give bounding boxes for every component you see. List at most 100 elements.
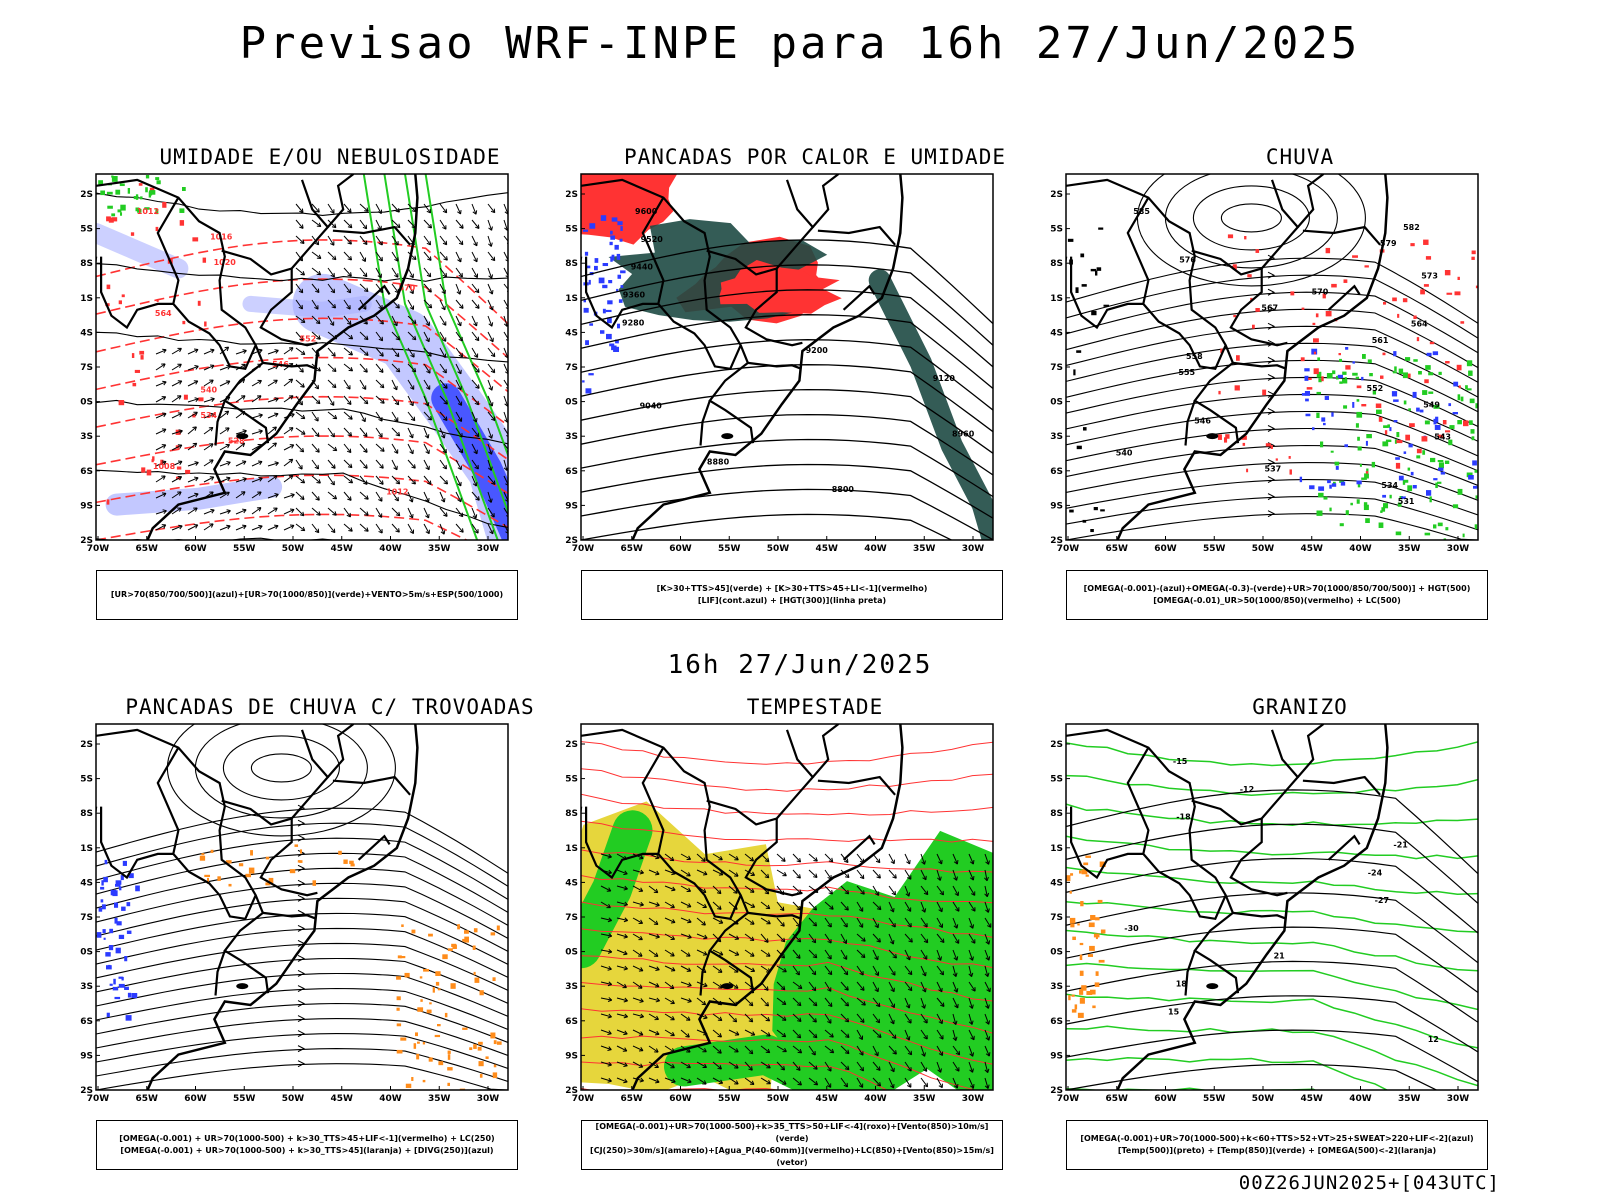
arrow-head [241, 395, 246, 400]
arrow-head [749, 857, 754, 862]
arrow-head [379, 352, 384, 357]
arrow-head [952, 972, 958, 977]
rain-blue [1299, 476, 1303, 483]
rain-blue [1393, 399, 1399, 402]
arrow-head [363, 480, 368, 485]
wind-vector [407, 427, 414, 439]
arrow-head [718, 1079, 724, 1084]
rain-red [1410, 243, 1415, 247]
wind-vector [235, 478, 247, 483]
wind-vector [283, 509, 295, 515]
rain-green [1413, 359, 1418, 362]
rain-green [1449, 425, 1455, 429]
arrow-head [426, 369, 431, 374]
arrow-head [162, 348, 167, 354]
wind-vector [824, 917, 832, 928]
rain-blue [1340, 481, 1346, 486]
arrow-head [750, 1031, 756, 1036]
wind-vector [632, 933, 643, 941]
wind-vector [888, 1077, 895, 1089]
rain-green [1323, 496, 1328, 500]
divergence-area [121, 906, 126, 911]
wind-vector [824, 981, 832, 992]
arrow-head [748, 1066, 753, 1071]
thunderstorm-area [490, 932, 496, 936]
wind-vector [155, 524, 166, 531]
thunderstorm-area [479, 1073, 483, 1078]
rain-speck [1081, 284, 1087, 287]
arrow-head [177, 444, 183, 449]
arrow-head [638, 1047, 644, 1052]
wind-vector [984, 1077, 989, 1089]
arrow-head [442, 448, 447, 454]
wind-vector [503, 427, 508, 436]
arrow-head [331, 255, 337, 261]
rain-red [1365, 471, 1369, 474]
arrow-head [860, 986, 865, 991]
wind-vector [487, 379, 493, 391]
humidity-speckle [151, 459, 154, 463]
temperature-850 [1066, 866, 1478, 895]
country-border [747, 911, 802, 920]
lat-tick-label: 33S [1050, 432, 1063, 442]
wind-vector [455, 219, 464, 229]
rain-green [1474, 524, 1478, 530]
map-content: 1012101610205705645525465405345281008101… [96, 174, 508, 540]
wind-vector [503, 331, 508, 340]
wind-vector [744, 997, 754, 1007]
arrow-head [488, 322, 494, 327]
wind-vector [808, 869, 818, 878]
wind-vector [776, 1013, 787, 1021]
wind-vector [455, 299, 464, 309]
wind-vector [984, 853, 990, 865]
rain-green [1445, 527, 1449, 531]
wind-vector [203, 379, 214, 387]
wind-vector [375, 203, 382, 214]
east-coastline [1116, 174, 1389, 540]
model-run-label: 00Z26JUN2025+[043UTC] [1238, 1172, 1500, 1194]
arrow-head [827, 922, 832, 928]
wind-vector [680, 981, 692, 987]
lifted-index-contour [585, 340, 589, 346]
rain-green [1443, 538, 1447, 540]
arrow-head [622, 983, 627, 989]
arrow-head [985, 908, 990, 913]
height-contour [581, 239, 993, 325]
arrow-head [379, 383, 385, 389]
wind-vector [455, 203, 462, 215]
arrow-head [953, 876, 958, 881]
country-border [1296, 724, 1325, 778]
wind-vector [391, 507, 401, 517]
arrow-head [258, 413, 263, 419]
rain-blue [1335, 465, 1339, 470]
arrow-head [299, 511, 305, 517]
lifted-index-contour [609, 241, 613, 246]
country-border [172, 853, 257, 921]
arrow-head [670, 935, 676, 941]
wind-vector [251, 380, 262, 387]
arrow-head [346, 512, 351, 518]
wind-vector [664, 1061, 675, 1069]
arrow-head [844, 873, 850, 879]
contour-label: 540 [1116, 449, 1133, 458]
divergence-area [115, 884, 121, 887]
lon-tick-label: 60W [1154, 1094, 1177, 1104]
water-vapor-contour [581, 955, 993, 1002]
humidity-speckle [182, 320, 186, 325]
rain-red [1315, 313, 1319, 318]
lifted-index-contour [618, 299, 623, 303]
wind-vector [439, 395, 448, 405]
rain-red [1312, 322, 1316, 326]
panel-title: TEMPESTADE [746, 695, 884, 719]
wind-vector [936, 965, 944, 976]
rain-red [1338, 353, 1341, 356]
wind-vector [648, 1013, 659, 1020]
arrow-head [623, 901, 628, 907]
rain-green [1407, 485, 1413, 492]
wind-vector [712, 853, 723, 861]
arrow-head [411, 464, 416, 469]
arrow-head [242, 508, 247, 514]
arrow-head [889, 1083, 895, 1089]
lon-tick-label: 65W [1106, 1094, 1129, 1104]
thunderstorm-area [248, 867, 255, 874]
